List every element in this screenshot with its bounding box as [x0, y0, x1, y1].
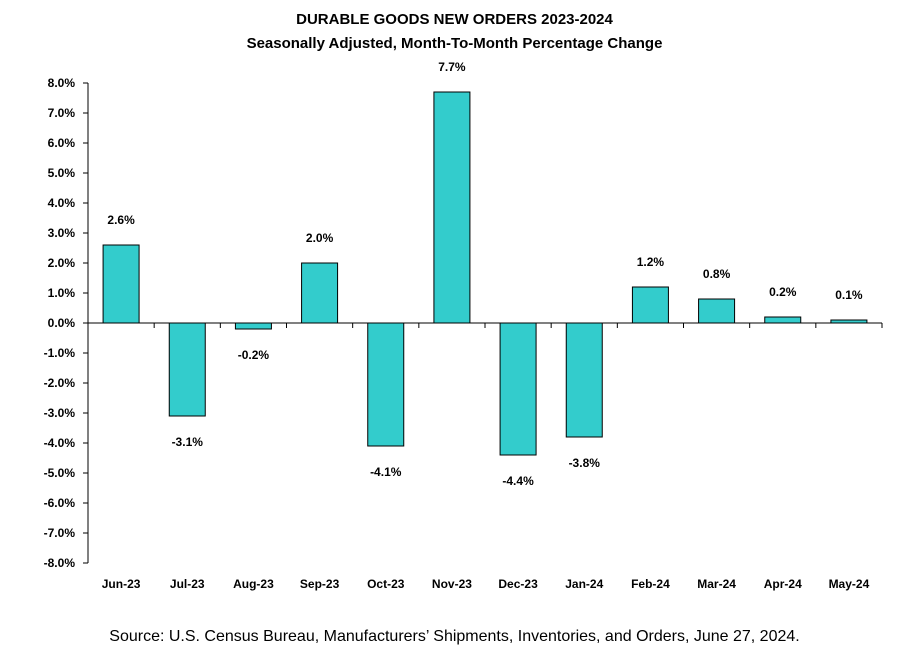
y-tick-label: -2.0%: [44, 376, 76, 390]
y-tick-label: 2.0%: [48, 256, 76, 270]
bar: [234, 322, 272, 330]
data-label: -4.4%: [502, 474, 534, 488]
y-tick-label: 5.0%: [48, 166, 76, 180]
data-label: -3.8%: [569, 456, 601, 470]
data-label: 0.2%: [769, 285, 797, 299]
x-tick-label: Feb-24: [631, 577, 670, 591]
bar: [433, 91, 471, 324]
data-label: 1.2%: [637, 255, 665, 269]
x-tick-label: Dec-23: [498, 577, 538, 591]
bar: [301, 262, 339, 324]
bar-chart: 8.0% 7.0% 6.0% 5.0% 4.0% 3.0% 2.0% 1.0% 0.0% -1.0…: [44, 60, 883, 591]
y-tick-label: 0.0%: [48, 316, 76, 330]
x-tick-label: Mar-24: [697, 577, 736, 591]
bar: [499, 322, 537, 456]
x-tick-label: May-24: [829, 577, 870, 591]
y-tick-label: -6.0%: [44, 496, 76, 510]
bar: [830, 319, 868, 324]
data-label: 0.8%: [703, 267, 731, 281]
y-tick-label: -3.0%: [44, 406, 76, 420]
x-tick-label: Nov-23: [432, 577, 472, 591]
x-tick-label: Oct-23: [367, 577, 405, 591]
y-tick-label: 8.0%: [48, 76, 76, 90]
y-tick-label: -5.0%: [44, 466, 76, 480]
x-tick-label: Aug-23: [233, 577, 274, 591]
bar: [698, 298, 736, 324]
chart-title: DURABLE GOODS NEW ORDERS 2023-2024: [296, 11, 613, 28]
data-label: -0.2%: [238, 348, 270, 362]
data-label: 2.6%: [107, 213, 135, 227]
bar: [102, 244, 140, 324]
data-label: 2.0%: [306, 231, 334, 245]
x-tick-label: Apr-24: [764, 577, 802, 591]
x-tick-label: Jun-23: [102, 577, 141, 591]
y-tick-label: -4.0%: [44, 436, 76, 450]
y-tick-label: 4.0%: [48, 196, 76, 210]
chart-subtitle: Seasonally Adjusted, Month-To-Month Perc…: [246, 35, 663, 52]
y-tick-label: -8.0%: [44, 556, 76, 570]
x-tick-label: Jan-24: [565, 577, 603, 591]
y-tick-label: -1.0%: [44, 346, 76, 360]
bar: [631, 286, 669, 324]
data-label: -4.1%: [370, 465, 402, 479]
data-label: 0.1%: [835, 288, 863, 302]
bar: [168, 322, 206, 417]
y-tick-label: 6.0%: [48, 136, 76, 150]
source-note: Source: U.S. Census Bureau, Manufacturer…: [109, 628, 800, 645]
data-label: 7.7%: [438, 60, 466, 74]
x-tick-label: Jul-23: [170, 577, 205, 591]
y-tick-label: 7.0%: [48, 106, 76, 120]
y-tick-label: -7.0%: [44, 526, 76, 540]
y-tick-label: 1.0%: [48, 286, 76, 300]
data-label: -3.1%: [172, 435, 204, 449]
y-tick-label: 3.0%: [48, 226, 76, 240]
bar: [764, 316, 802, 324]
bar: [367, 322, 405, 447]
x-tick-label: Sep-23: [300, 577, 340, 591]
bar: [565, 322, 603, 438]
